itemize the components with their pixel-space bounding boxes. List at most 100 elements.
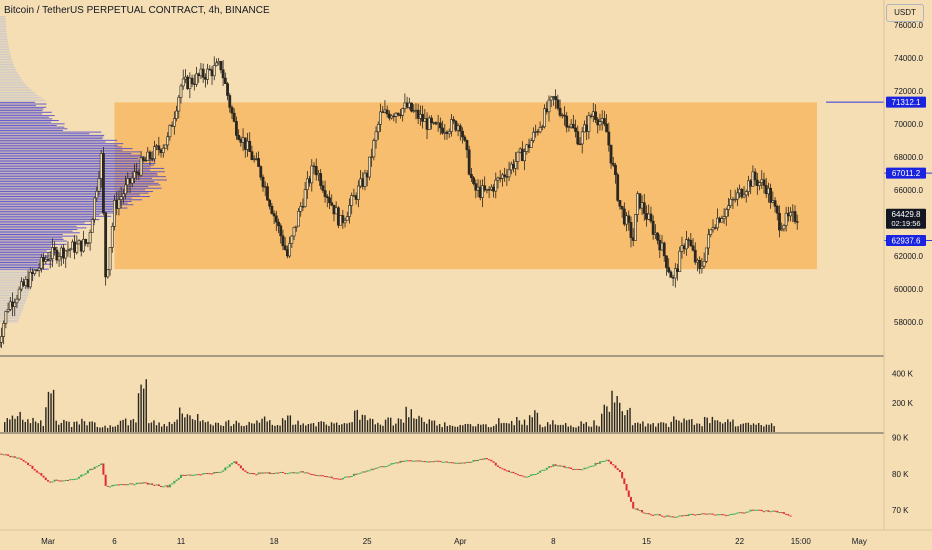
- candle-body: [108, 247, 112, 271]
- candle-body: [59, 247, 63, 257]
- profile-bin: [0, 184, 161, 186]
- oscillator-tick-label: 90 K: [892, 434, 909, 443]
- candle-body: [658, 239, 662, 251]
- candle-body: [365, 172, 369, 178]
- profile-bin: [0, 75, 20, 77]
- oscillator-bar: [481, 458, 484, 460]
- oscillator-bar: [426, 461, 429, 463]
- profile-bin: [0, 90, 33, 92]
- oscillator-bar: [395, 462, 398, 464]
- oscillator-bar: [18, 457, 21, 459]
- volume-bar: [490, 427, 492, 432]
- x-tick-label: Mar: [41, 537, 55, 546]
- candle-body: [778, 212, 781, 231]
- oscillator-bar: [259, 472, 262, 474]
- volume-bar: [330, 422, 333, 432]
- candle-body: [363, 172, 367, 187]
- volume-bar: [557, 425, 559, 432]
- oscillator-bar: [528, 475, 531, 477]
- oscillator-bar: [60, 480, 63, 482]
- volume-bar: [266, 421, 268, 432]
- volume-bar: [333, 423, 335, 432]
- oscillator-bar: [472, 460, 475, 462]
- candle-body: [773, 200, 777, 207]
- volume-bar: [52, 389, 55, 432]
- volume-bar: [626, 409, 629, 432]
- volume-bar: [317, 421, 320, 432]
- profile-bin: [0, 217, 94, 219]
- candle-body: [425, 118, 429, 130]
- candle-body: [465, 139, 469, 151]
- candle-body: [164, 144, 167, 149]
- profile-bin: [0, 93, 37, 95]
- oscillator-bar: [698, 513, 701, 515]
- oscillator-bar: [95, 466, 98, 468]
- oscillator-bar: [341, 477, 344, 480]
- oscillator-bar: [441, 461, 444, 463]
- oscillator-bar: [115, 484, 118, 486]
- oscillator-bar: [687, 514, 690, 516]
- volume-bar: [114, 426, 117, 432]
- candle-body: [212, 65, 216, 77]
- oscillator-bar: [760, 509, 763, 512]
- volume-bar: [665, 423, 667, 432]
- oscillator-bar: [33, 468, 36, 471]
- profile-bin: [0, 138, 103, 140]
- oscillator-bar: [102, 463, 105, 475]
- oscillator-bar: [490, 459, 493, 462]
- profile-bin: [0, 187, 162, 189]
- volume-bar: [140, 384, 142, 432]
- volume-bar: [32, 417, 34, 432]
- volume-bar: [86, 425, 88, 432]
- profile-bin: [0, 177, 152, 179]
- volume-bar: [698, 423, 701, 432]
- x-tick-label: Apr: [454, 537, 467, 546]
- volume-bar: [287, 415, 289, 432]
- oscillator-bar: [383, 466, 386, 468]
- candle-body: [574, 127, 577, 132]
- oscillator-bar: [175, 479, 178, 482]
- profile-bin: [0, 55, 11, 57]
- volume-bar: [534, 410, 536, 432]
- candle-body: [760, 179, 764, 183]
- oscillator-bar: [266, 472, 269, 474]
- profile-bin: [0, 40, 8, 42]
- oscillator-bar: [75, 478, 78, 480]
- volume-bar: [621, 411, 624, 432]
- profile-bin: [0, 306, 24, 308]
- oscillator-bar: [332, 478, 335, 480]
- candle-body: [407, 102, 411, 108]
- oscillator-bar: [550, 466, 553, 468]
- candle-body: [651, 220, 655, 235]
- candle-body: [179, 85, 183, 98]
- oscillator-bar: [428, 461, 431, 463]
- oscillator-bar: [463, 462, 466, 464]
- candle-body: [35, 269, 39, 272]
- candle-body: [374, 131, 378, 141]
- profile-bin: [0, 296, 28, 298]
- candle-body: [128, 178, 132, 184]
- oscillator-bar: [186, 474, 189, 476]
- profile-bin: [0, 286, 32, 288]
- candle-body: [243, 137, 247, 150]
- profile-bin: [0, 118, 53, 120]
- profile-bin: [0, 275, 36, 277]
- candle-body: [496, 177, 500, 181]
- currency-button[interactable]: USDT: [886, 4, 924, 22]
- oscillator-bar: [641, 510, 644, 513]
- candle-body: [729, 199, 733, 206]
- profile-bin: [0, 189, 146, 191]
- profile-bin: [0, 87, 29, 89]
- candle-body: [330, 202, 334, 206]
- profile-bin: [0, 60, 13, 62]
- volume-bar: [459, 424, 461, 432]
- oscillator-bar: [58, 480, 61, 482]
- oscillator-bar: [235, 461, 238, 464]
- volume-bar: [50, 393, 52, 432]
- volume-bar: [503, 422, 505, 432]
- oscillator-bar: [2, 454, 5, 456]
- candle-body: [39, 257, 43, 269]
- profile-bin: [0, 68, 16, 70]
